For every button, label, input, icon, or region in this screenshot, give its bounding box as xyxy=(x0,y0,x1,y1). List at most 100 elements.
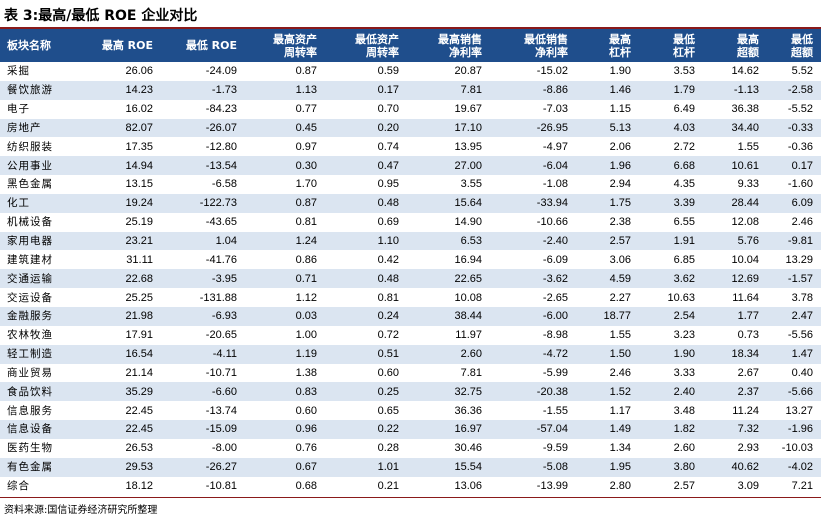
value-cell: 0.45 xyxy=(295,121,317,134)
value-cell: -6.60 xyxy=(211,385,237,398)
value-cell: -8.98 xyxy=(542,329,568,342)
value-cell: 27.00 xyxy=(454,159,482,172)
title-divider xyxy=(0,27,821,29)
value-cell: -13.74 xyxy=(205,404,237,417)
value-cell: 1.49 xyxy=(609,423,631,436)
value-cell: 35.29 xyxy=(125,385,153,398)
value-cell: 13.95 xyxy=(454,140,482,153)
sector-name-cell: 餐饮旅游 xyxy=(7,84,53,97)
value-cell: 12.69 xyxy=(731,272,759,285)
value-cell: 2.40 xyxy=(673,385,695,398)
table-title: 表 3:最高/最低 ROE 企业对比 xyxy=(4,8,198,24)
value-cell: -1.08 xyxy=(542,178,568,191)
value-cell: -122.73 xyxy=(199,197,237,210)
sector-name-cell: 黑色金属 xyxy=(7,178,53,191)
value-cell: 5.76 xyxy=(737,235,759,248)
value-cell: 1.95 xyxy=(609,461,631,474)
value-cell: 5.52 xyxy=(791,65,813,78)
value-cell: 18.34 xyxy=(731,348,759,361)
value-cell: -20.65 xyxy=(205,329,237,342)
table-row: 纺织服装 17.35 -12.80 0.97 0.74 13.95 -4.97 2.06 2.7… xyxy=(0,137,821,157)
value-cell: 34.40 xyxy=(731,121,759,134)
table-header-row: 板块名称 最高 ROE 最低 ROE 最高资产 周转率 最低资产 周转率 最高销… xyxy=(0,29,821,62)
value-cell: 2.60 xyxy=(673,442,695,455)
column-header-max-net-margin: 最高销售 净利率 xyxy=(438,32,482,59)
value-cell: 22.65 xyxy=(454,272,482,285)
table-row: 房地产 82.07 -26.07 0.45 0.20 17.10 -26.95 5.13 4.0… xyxy=(0,118,821,138)
value-cell: 13.29 xyxy=(785,253,813,266)
value-cell: 2.46 xyxy=(609,366,631,379)
value-cell: 14.90 xyxy=(454,216,482,229)
sector-name-cell: 信息服务 xyxy=(7,404,53,417)
value-cell: 0.03 xyxy=(295,310,317,323)
sector-name-cell: 电子 xyxy=(7,103,30,116)
sector-name-cell: 采掘 xyxy=(7,65,30,78)
table-body: 采掘 26.06 -24.09 0.87 0.59 20.87 -15.02 1.90 3.53… xyxy=(0,62,821,496)
value-cell: 1.12 xyxy=(295,291,317,304)
value-cell: 14.94 xyxy=(125,159,153,172)
table-row: 公用事业 14.94 -13.54 0.30 0.47 27.00 -6.04 1.96 6.6… xyxy=(0,156,821,176)
table-row: 机械设备 25.19 -43.65 0.81 0.69 14.90 -10.66 2.38 6.… xyxy=(0,212,821,232)
value-cell: 16.02 xyxy=(125,103,153,116)
value-cell: 26.53 xyxy=(125,442,153,455)
value-cell: 0.73 xyxy=(737,329,759,342)
value-cell: 0.81 xyxy=(295,216,317,229)
value-cell: 0.77 xyxy=(295,103,317,116)
table-row: 综合 18.12 -10.81 0.68 0.21 13.06 -13.99 2.80 2.57… xyxy=(0,476,821,496)
value-cell: 0.83 xyxy=(295,385,317,398)
value-cell: 7.81 xyxy=(460,84,482,97)
value-cell: 36.36 xyxy=(454,404,482,417)
value-cell: 1.96 xyxy=(609,159,631,172)
sector-name-cell: 食品饮料 xyxy=(7,385,53,398)
value-cell: 13.15 xyxy=(125,178,153,191)
value-cell: 14.62 xyxy=(731,65,759,78)
value-cell: -0.36 xyxy=(787,140,813,153)
value-cell: 22.45 xyxy=(125,423,153,436)
value-cell: 0.71 xyxy=(295,272,317,285)
value-cell: 16.54 xyxy=(125,348,153,361)
table-row: 信息设备 22.45 -15.09 0.96 0.22 16.97 -57.04 1.49 1.… xyxy=(0,420,821,439)
value-cell: 0.22 xyxy=(377,423,399,436)
value-cell: -13.54 xyxy=(205,159,237,172)
table-row: 金融服务 21.98 -6.93 0.03 0.24 38.44 -6.00 18.77 2.5… xyxy=(0,306,821,326)
value-cell: 3.55 xyxy=(460,178,482,191)
value-cell: 1.82 xyxy=(673,423,695,436)
value-cell: 0.24 xyxy=(377,310,399,323)
value-cell: 12.08 xyxy=(731,216,759,229)
value-cell: 0.60 xyxy=(295,404,317,417)
value-cell: -5.08 xyxy=(542,461,568,474)
value-cell: 0.67 xyxy=(295,461,317,474)
value-cell: -8.86 xyxy=(542,84,568,97)
value-cell: 3.53 xyxy=(673,65,695,78)
value-cell: 21.14 xyxy=(125,366,153,379)
value-cell: 22.45 xyxy=(125,404,153,417)
value-cell: 40.62 xyxy=(731,461,759,474)
value-cell: -5.56 xyxy=(787,329,813,342)
column-header-max-leverage: 最高 杠杆 xyxy=(609,32,631,59)
value-cell: 3.09 xyxy=(737,479,759,492)
value-cell: 36.38 xyxy=(731,103,759,116)
value-cell: 2.57 xyxy=(609,235,631,248)
value-cell: 0.60 xyxy=(377,366,399,379)
value-cell: 2.46 xyxy=(791,216,813,229)
value-cell: -6.00 xyxy=(542,310,568,323)
sector-name-cell: 商业贸易 xyxy=(7,366,53,379)
value-cell: 28.44 xyxy=(731,197,759,210)
value-cell: 18.77 xyxy=(603,310,631,323)
value-cell: -1.57 xyxy=(787,272,813,285)
value-cell: 0.86 xyxy=(295,253,317,266)
value-cell: -26.27 xyxy=(205,461,237,474)
value-cell: 26.06 xyxy=(125,65,153,78)
value-cell: 30.46 xyxy=(454,442,482,455)
value-cell: 0.40 xyxy=(791,366,813,379)
value-cell: 17.35 xyxy=(125,140,153,153)
value-cell: 1.55 xyxy=(737,140,759,153)
value-cell: -24.09 xyxy=(205,65,237,78)
value-cell: 3.48 xyxy=(673,404,695,417)
sector-name-cell: 交通运输 xyxy=(7,272,53,285)
value-cell: 23.21 xyxy=(125,235,153,248)
table-row: 化工 19.24 -122.73 0.87 0.48 15.64 -33.94 1.75 3.3… xyxy=(0,193,821,213)
value-cell: -4.97 xyxy=(542,140,568,153)
value-cell: -1.13 xyxy=(733,84,759,97)
value-cell: 0.25 xyxy=(377,385,399,398)
